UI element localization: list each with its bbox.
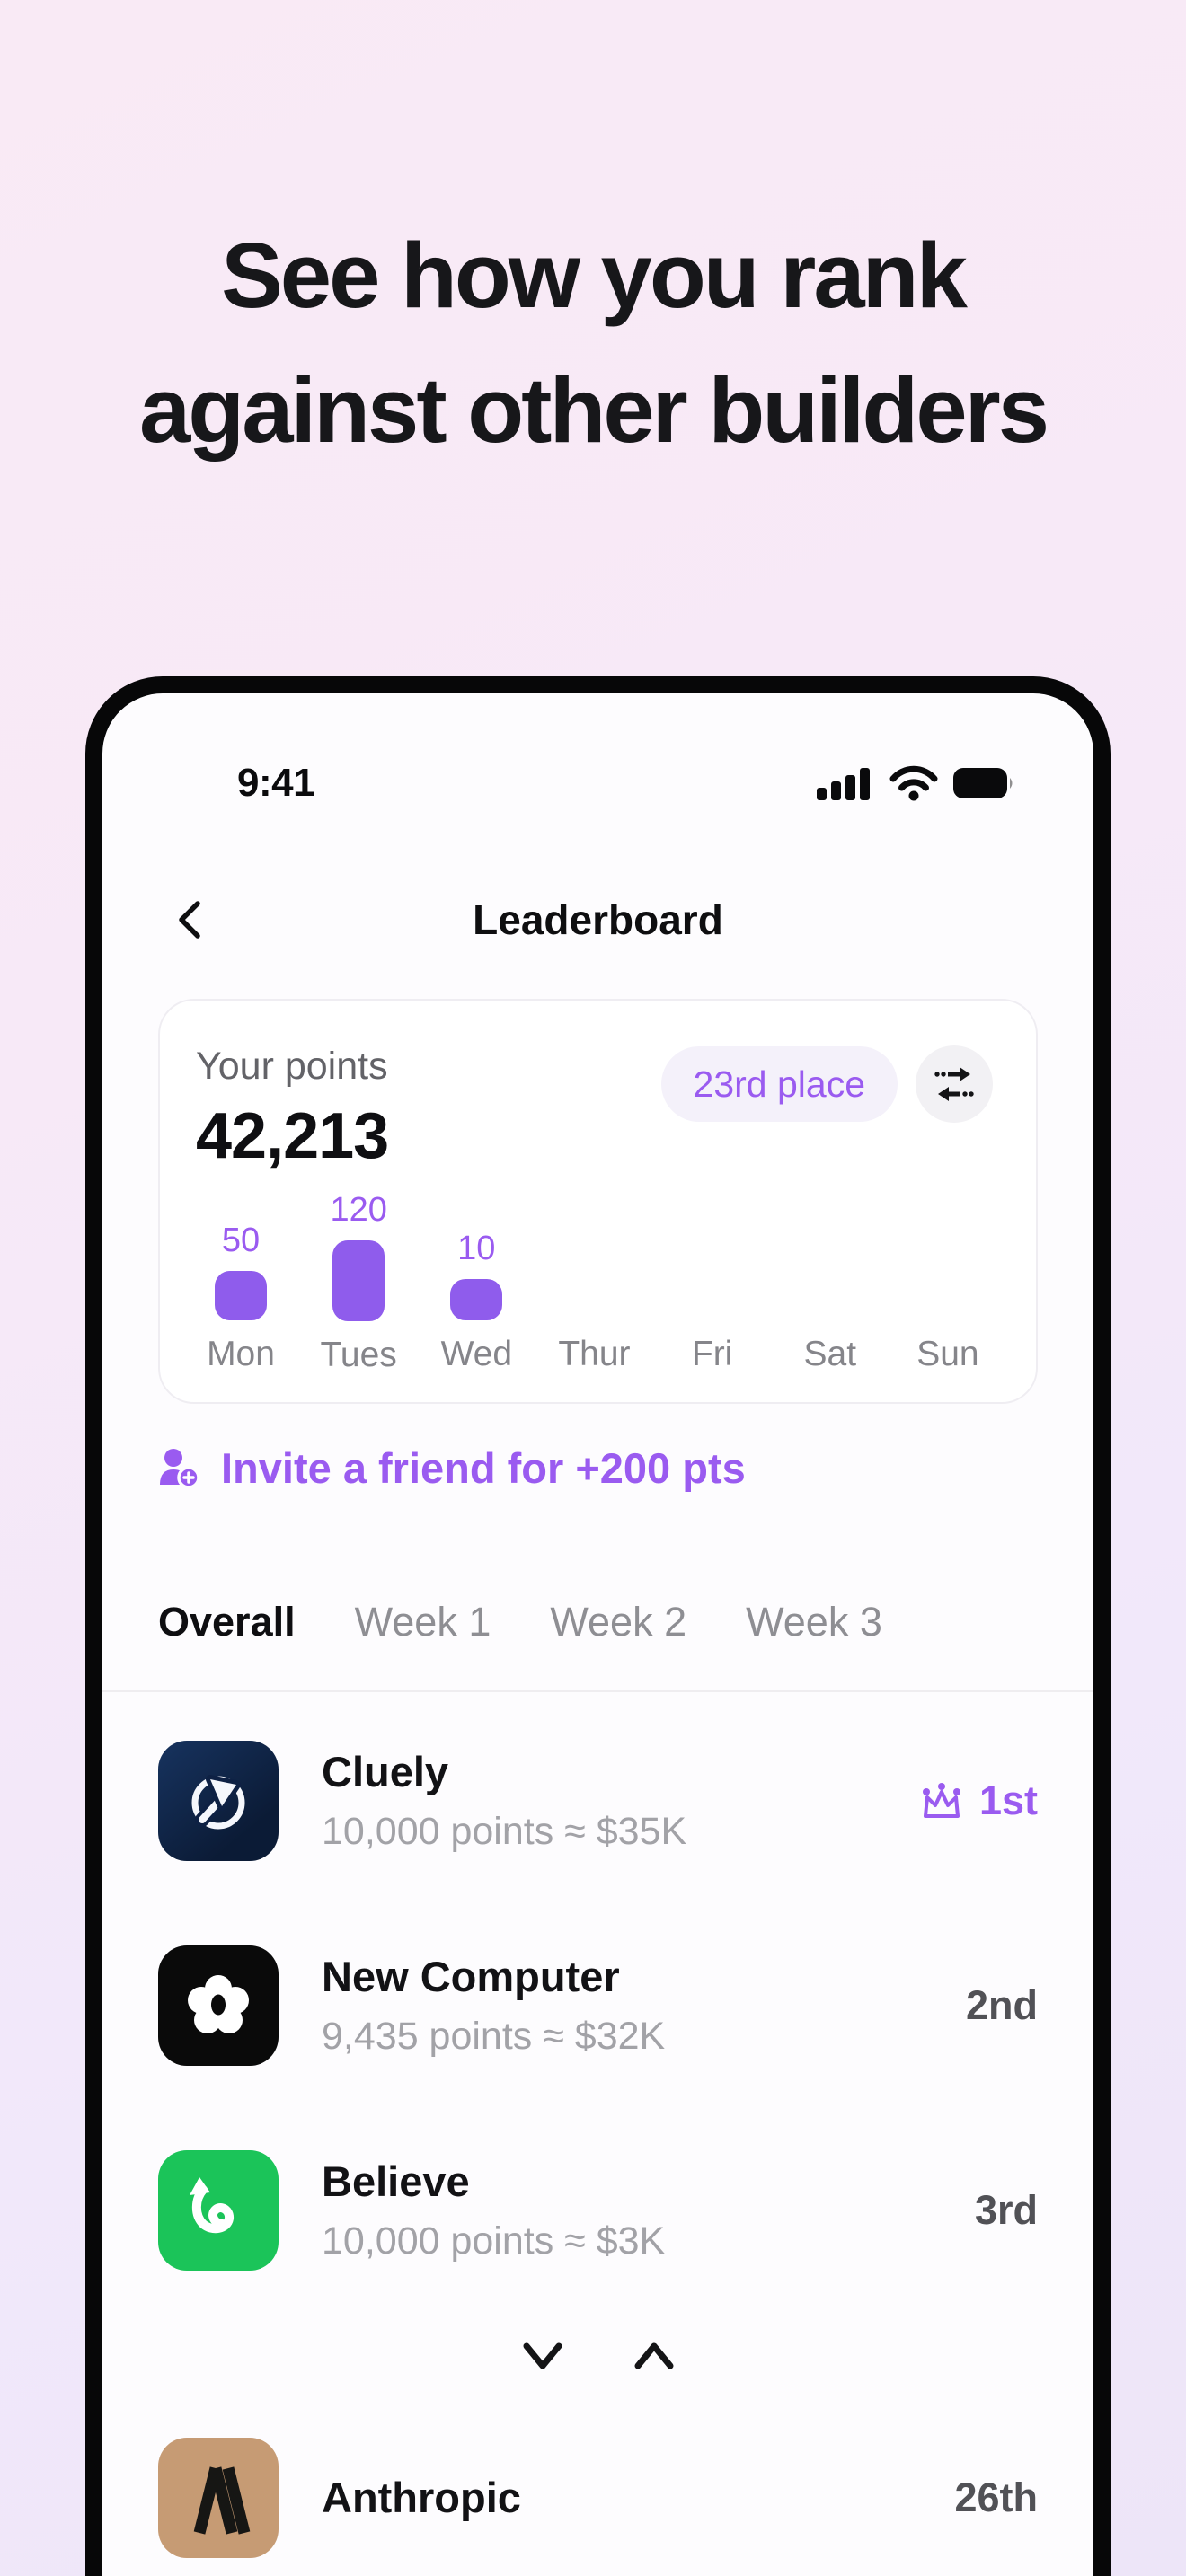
tab-week-1[interactable]: Week 1	[354, 1599, 491, 1645]
cluely-logo-icon	[158, 1741, 279, 1861]
leaderboard-row-anthropic[interactable]: Anthropic 26th	[158, 2375, 1038, 2576]
builder-name: Anthropic	[322, 2474, 521, 2521]
swap-button[interactable]	[916, 1045, 993, 1123]
chart-column: 120 Tues	[320, 1191, 397, 1374]
page-title: Leaderboard	[473, 896, 723, 943]
hero-headline: See how you rank against other builders	[0, 208, 1186, 478]
leaderboard-list: Cluely 10,000 points ≈ $35K 1st	[102, 1692, 1093, 2576]
builder-points: 10,000 points ≈ $3K	[322, 2219, 666, 2263]
status-time: 9:41	[237, 761, 315, 805]
rank-label: 1st	[978, 1778, 1038, 1823]
place-badge: 23rd place	[660, 1046, 898, 1122]
tab-overall[interactable]: Overall	[158, 1599, 296, 1645]
nav-bar: Leaderboard	[102, 893, 1093, 947]
crown-icon	[922, 1783, 960, 1818]
believe-loop-arrow-icon	[158, 2150, 279, 2271]
period-tabs: Overall Week 1 Week 2 Week 3	[158, 1599, 1038, 1645]
rank-badge: 2nd	[965, 1982, 1038, 2028]
hero-line-2: against other builders	[139, 358, 1049, 462]
chart-bar	[332, 1240, 385, 1321]
chevron-up-icon[interactable]	[631, 2337, 677, 2375]
leaderboard-row-cluely[interactable]: Cluely 10,000 points ≈ $35K 1st	[158, 1692, 1038, 1897]
leaderboard-row-believe[interactable]: Believe 10,000 points ≈ $3K 3rd	[158, 2102, 1038, 2307]
back-chevron-icon[interactable]	[173, 898, 208, 941]
wifi-icon	[890, 765, 938, 801]
rank-badge: 3rd	[974, 2187, 1038, 2233]
chart-column: 50 Mon	[207, 1222, 275, 1373]
leaderboard-row-new-computer[interactable]: New Computer 9,435 points ≈ $32K 2nd	[158, 1897, 1038, 2102]
chart-column: Sun	[916, 1335, 979, 1373]
chart-column: Thur	[558, 1335, 631, 1373]
points-card: Your points 42,213 23rd place	[158, 999, 1038, 1404]
rank-badge: 26th	[954, 2475, 1038, 2520]
status-icons	[817, 765, 1016, 801]
builder-name: Believe	[322, 2157, 470, 2205]
anthropic-logo-icon	[158, 2438, 279, 2558]
person-add-icon	[160, 1448, 200, 1489]
builder-points: 10,000 points ≈ $35K	[322, 1810, 687, 1853]
status-bar: 9:41	[237, 760, 1016, 807]
chart-bar	[450, 1279, 503, 1320]
phone-mockup: 9:41	[85, 676, 1111, 2576]
points-value: 42,213	[196, 1100, 389, 1172]
builder-points: 9,435 points ≈ $32K	[322, 2015, 666, 2058]
chevron-down-icon[interactable]	[519, 2337, 566, 2375]
list-pager	[158, 2337, 1038, 2375]
chart-column: Fri	[691, 1335, 733, 1373]
cellular-signal-icon	[817, 768, 870, 800]
invite-friend-link[interactable]: Invite a friend for +200 pts	[158, 1443, 1038, 1493]
tab-week-3[interactable]: Week 3	[746, 1599, 882, 1645]
rank-badge-first: 1st	[916, 1778, 1038, 1824]
chart-column: 10 Wed	[440, 1230, 513, 1373]
chart-column: Sat	[803, 1335, 857, 1373]
new-computer-flower-icon	[158, 1945, 279, 2066]
tab-week-2[interactable]: Week 2	[550, 1599, 687, 1645]
points-label: Your points	[196, 1045, 388, 1088]
hero-line-1: See how you rank	[221, 224, 968, 327]
chart-bar	[215, 1271, 267, 1320]
invite-friend-label: Invite a friend for +200 pts	[221, 1444, 746, 1492]
battery-full-icon	[953, 768, 1013, 798]
tabs-divider	[102, 1690, 1093, 1692]
swap-arrows-icon	[934, 1067, 974, 1101]
weekly-points-chart: 50 Mon 120 Tues 10 Wed Thur Fri Sat Sun	[196, 1191, 993, 1375]
builder-name: New Computer	[322, 1953, 620, 2000]
points-summary: Your points 42,213	[196, 1045, 389, 1172]
builder-name: Cluely	[322, 1748, 449, 1795]
